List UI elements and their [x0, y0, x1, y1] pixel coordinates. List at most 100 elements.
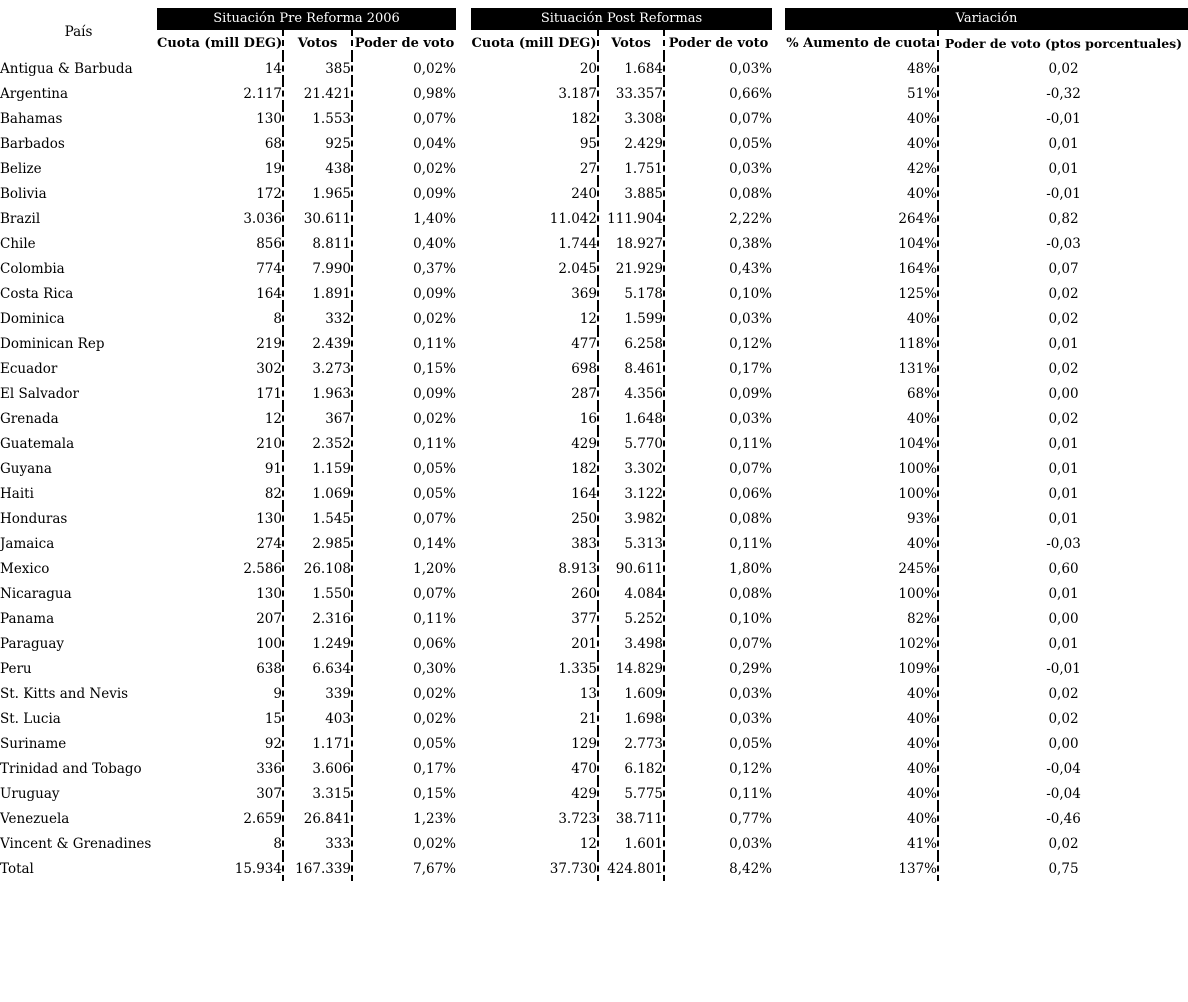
post-votos-cell: 38.711 [598, 806, 665, 831]
var-aumento-cuota-cell: 41% [785, 831, 939, 856]
var-aumento-cuota-cell: 40% [785, 131, 939, 156]
post-poder-cell: 0,43% [729, 260, 772, 277]
pre-votos-cell: 3.273 [283, 356, 353, 381]
post-cuota-cell: 1.335 [471, 656, 599, 681]
group-header-post-reformas: Situación Post Reformas [471, 8, 772, 30]
var-poder-voto-cell: -0,01 [1046, 185, 1081, 202]
group-gap [456, 556, 471, 581]
post-poder-cell: 0,12% [729, 760, 772, 777]
group-gap [456, 831, 471, 856]
var-aumento-cuota-cell: 40% [785, 531, 939, 556]
pre-cuota-cell: 15 [157, 706, 284, 731]
pre-votos-cell: 26.841 [283, 806, 353, 831]
table-row: Nicaragua 130 1.550 0,07% 260 4.084 0,08… [0, 581, 1188, 606]
pre-poder-cell: 0,15% [413, 360, 456, 377]
var-aumento-cuota-cell: 137% [785, 856, 939, 881]
pre-poder-cell: 0,02% [413, 410, 456, 427]
var-aumento-cuota-cell: 40% [785, 806, 939, 831]
pre-cuota-cell: 274 [157, 531, 284, 556]
pre-poder-cell: 0,11% [413, 435, 456, 452]
group-gap [772, 306, 785, 331]
post-votos-cell: 5.178 [598, 281, 665, 306]
pre-poder-cell: 0,07% [413, 585, 456, 602]
pre-votos-cell: 8.811 [283, 231, 353, 256]
country-cell: Vincent & Grenadines [0, 835, 152, 852]
post-votos-cell: 1.684 [598, 56, 665, 81]
group-header-pre-reforma: Situación Pre Reforma 2006 [157, 8, 456, 30]
country-cell: Nicaragua [0, 585, 72, 602]
pre-poder-cell: 0,06% [413, 635, 456, 652]
country-cell: Suriname [0, 735, 67, 752]
var-poder-voto-cell: 0,00 [1048, 735, 1079, 752]
post-cuota-cell: 383 [471, 531, 599, 556]
post-votos-cell: 1.599 [598, 306, 665, 331]
group-gap [772, 331, 785, 356]
group-gap [456, 8, 471, 30]
post-votos-cell: 18.927 [598, 231, 665, 256]
country-cell: Total [0, 860, 34, 877]
group-gap [772, 706, 785, 731]
post-votos-cell: 14.829 [598, 656, 665, 681]
pre-poder-cell: 1,20% [413, 560, 456, 577]
pre-cuota-cell: 130 [157, 581, 284, 606]
post-votos-cell: 1.601 [598, 831, 665, 856]
pre-cuota-cell: 307 [157, 781, 284, 806]
post-poder-cell: 0,38% [729, 235, 772, 252]
group-gap [456, 206, 471, 231]
country-cell: Honduras [0, 510, 68, 527]
pre-votos-cell: 1.550 [283, 581, 353, 606]
pre-poder-cell: 0,07% [413, 110, 456, 127]
post-poder-cell: 0,03% [729, 685, 772, 702]
pre-poder-cell: 0,02% [413, 710, 456, 727]
post-poder-cell: 0,29% [729, 660, 772, 677]
var-aumento-cuota-cell: 164% [785, 256, 939, 281]
pre-votos-cell: 332 [283, 306, 353, 331]
group-gap [772, 856, 785, 881]
group-gap [772, 806, 785, 831]
var-aumento-cuota-cell: 100% [785, 481, 939, 506]
pre-votos-cell: 2.352 [283, 431, 353, 456]
post-cuota-cell: 1.744 [471, 231, 599, 256]
pre-cuota-cell: 302 [157, 356, 284, 381]
column-header-pre-votos: Votos [283, 30, 353, 56]
post-poder-cell: 0,03% [729, 310, 772, 327]
post-poder-cell: 0,77% [729, 810, 772, 827]
var-poder-voto-cell: 0,02 [1048, 60, 1079, 77]
var-poder-voto-cell: -0,03 [1046, 535, 1081, 552]
post-votos-cell: 5.252 [598, 606, 665, 631]
post-poder-cell: 0,17% [729, 360, 772, 377]
group-gap [772, 531, 785, 556]
pre-votos-cell: 1.249 [283, 631, 353, 656]
pre-poder-cell: 0,02% [413, 60, 456, 77]
var-poder-voto-cell: 0,01 [1048, 335, 1079, 352]
country-cell: Colombia [0, 260, 65, 277]
post-poder-cell: 0,07% [729, 110, 772, 127]
table-row: St. Kitts and Nevis 9 339 0,02% 13 1.609… [0, 681, 1188, 706]
post-votos-cell: 21.929 [598, 256, 665, 281]
var-poder-voto-cell: 0,02 [1048, 835, 1079, 852]
group-header-variacion: Variación [785, 8, 1188, 30]
post-poder-cell: 0,08% [729, 185, 772, 202]
country-cell: Chile [0, 235, 36, 252]
table-row: Dominica 8 332 0,02% 12 1.599 0,03% 40% … [0, 306, 1188, 331]
table-row: Bahamas 130 1.553 0,07% 182 3.308 0,07% … [0, 106, 1188, 131]
group-header-row: País Situación Pre Reforma 2006 Situació… [0, 8, 1188, 40]
post-cuota-cell: 95 [471, 131, 599, 156]
pre-votos-cell: 333 [283, 831, 353, 856]
pre-cuota-cell: 219 [157, 331, 284, 356]
column-header-row: Cuota (mill DEG) Votos Poder de voto Cuo… [0, 30, 1188, 56]
group-gap [456, 781, 471, 806]
group-gap [456, 381, 471, 406]
pre-cuota-cell: 130 [157, 506, 284, 531]
pre-poder-cell: 0,05% [413, 735, 456, 752]
post-poder-cell: 1,80% [729, 560, 772, 577]
group-gap [772, 681, 785, 706]
table-row: Suriname 92 1.171 0,05% 129 2.773 0,05% … [0, 731, 1188, 756]
group-gap [456, 306, 471, 331]
country-cell: Costa Rica [0, 285, 74, 302]
column-header-post-poder: Poder de voto [668, 35, 769, 51]
table-row: Belize 19 438 0,02% 27 1.751 0,03% 42% 0… [0, 156, 1188, 181]
group-gap [456, 56, 471, 81]
post-cuota-cell: 369 [471, 281, 599, 306]
country-cell: Uruguay [0, 785, 60, 802]
